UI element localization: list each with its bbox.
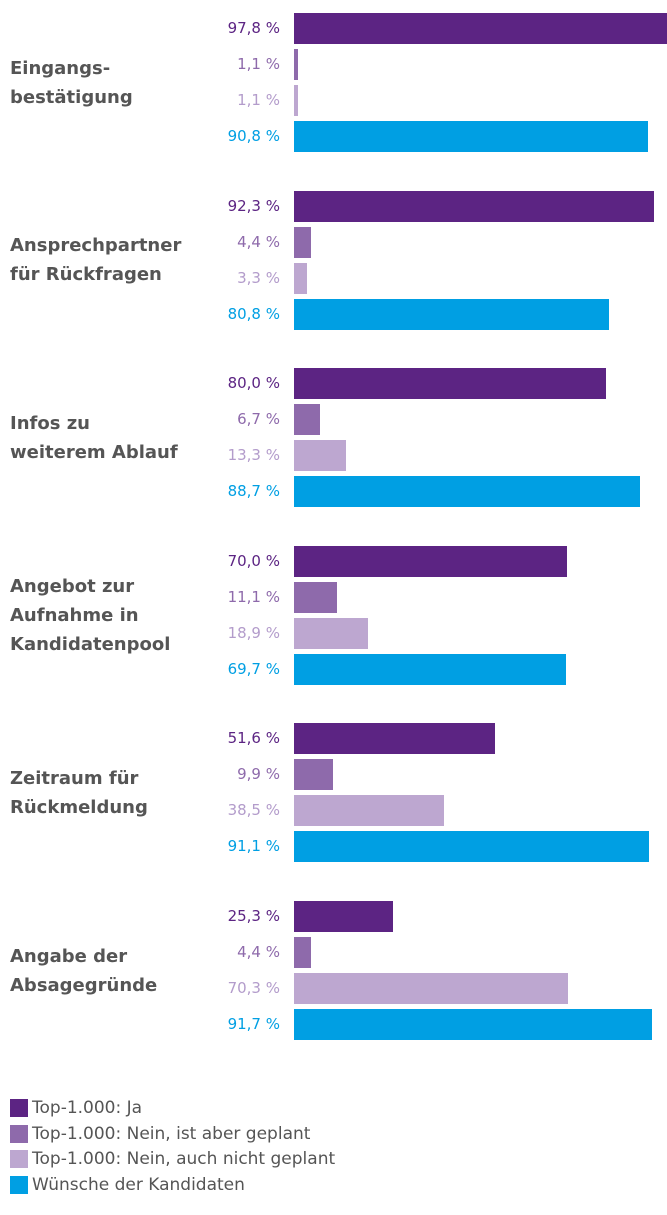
bar: [294, 121, 649, 152]
bar: [294, 723, 496, 755]
category-label: Zeitraum für Rückmeldung: [10, 767, 148, 818]
bar: [294, 901, 393, 932]
category-label: Infos zu weiterem Ablauf: [10, 412, 178, 463]
bar: [294, 298, 610, 330]
value-label: 13,3 %: [227, 446, 280, 465]
category-label: Eingangs- bestätigung: [10, 57, 133, 108]
value-label: 90,8 %: [227, 127, 280, 145]
category-label: Angabe der Absagegründe: [10, 945, 158, 996]
value-label: 4,4 %: [237, 232, 280, 251]
bar: [294, 545, 567, 577]
value-label: 80,8 %: [227, 304, 280, 323]
value-label: 25,3 %: [227, 907, 280, 925]
bar: [294, 617, 368, 649]
value-label: 11,1 %: [227, 587, 280, 606]
bar: [294, 653, 566, 685]
value-label: 1,1 %: [237, 55, 280, 73]
value-label: 51,6 %: [227, 729, 280, 748]
legend-swatch: [10, 1150, 28, 1169]
value-label: 69,7 %: [227, 659, 280, 678]
value-label: 38,5 %: [227, 801, 280, 820]
value-label: 6,7 %: [237, 410, 280, 429]
bar: [294, 85, 299, 116]
bar: [294, 226, 312, 258]
value-label: 70,0 %: [227, 551, 280, 570]
category-label: Angebot zur Aufnahme in Kandidatenpool: [10, 575, 171, 655]
legend-label: Top-1.000: Nein, auch nicht geplant: [32, 1149, 336, 1170]
bar: [294, 13, 667, 44]
value-label: 4,4 %: [237, 943, 280, 961]
value-label: 88,7 %: [227, 482, 280, 501]
legend-swatch: [10, 1176, 28, 1195]
value-label: 80,0 %: [227, 374, 280, 393]
bar: [294, 49, 299, 80]
value-label: 91,1 %: [227, 837, 280, 856]
bar: [294, 262, 307, 294]
value-label: 92,3 %: [227, 196, 280, 215]
bar: [294, 937, 312, 968]
legend-label: Top-1.000: Ja: [32, 1098, 143, 1118]
bar: [294, 973, 569, 1004]
value-label: 9,9 %: [237, 765, 280, 784]
bar: [294, 795, 445, 827]
value-label: 91,7 %: [227, 1015, 280, 1033]
bar: [294, 368, 606, 400]
bar: [294, 404, 321, 436]
bar: [294, 581, 338, 613]
legend-label: Top-1.000: Nein, ist aber geplant: [32, 1123, 311, 1144]
value-label: 18,9 %: [227, 623, 280, 642]
legend-label: Wünsche der Kandidaten: [32, 1175, 245, 1196]
value-label: 97,8 %: [227, 19, 280, 37]
bar: [294, 831, 650, 863]
bar: [294, 759, 333, 791]
bar: [294, 440, 346, 472]
category-label: Ansprechpartner für Rückfragen: [10, 235, 182, 286]
bar: [294, 1009, 652, 1040]
bar: [294, 476, 640, 508]
value-label: 70,3 %: [227, 979, 280, 997]
value-label: 3,3 %: [237, 268, 280, 287]
bar: [294, 190, 654, 222]
value-label: 1,1 %: [237, 91, 280, 109]
legend-swatch: [10, 1099, 28, 1117]
legend-swatch: [10, 1124, 28, 1143]
